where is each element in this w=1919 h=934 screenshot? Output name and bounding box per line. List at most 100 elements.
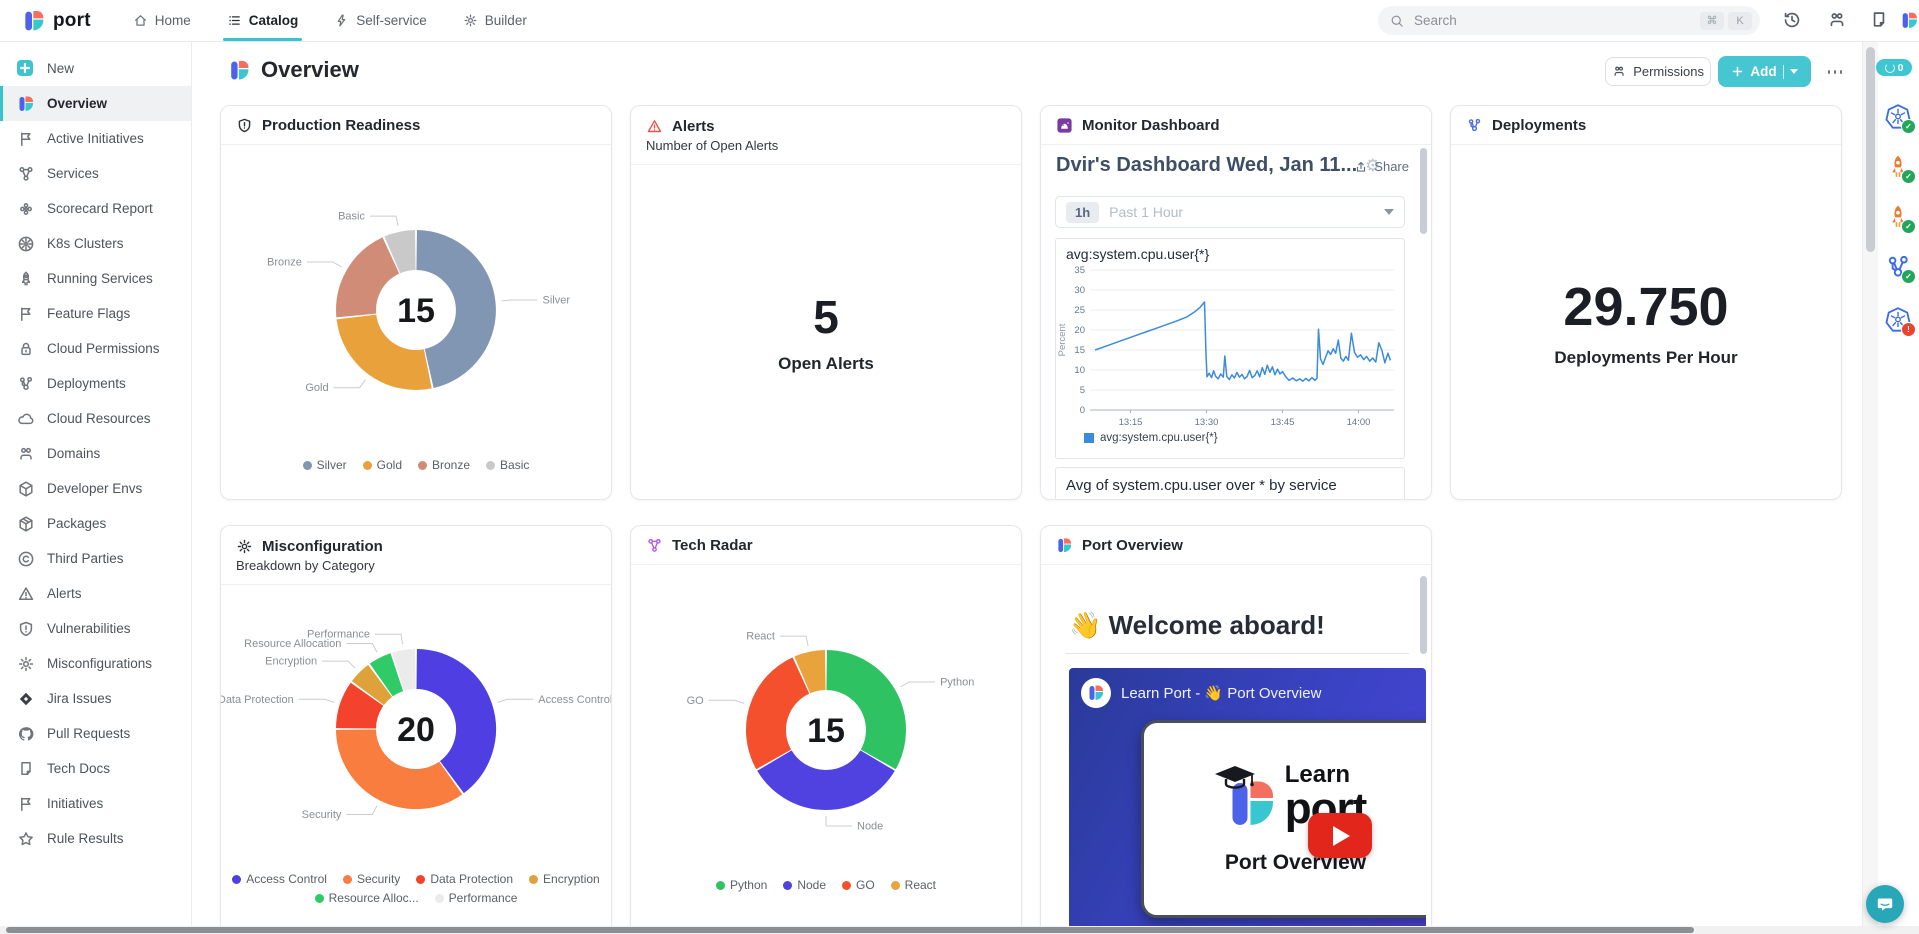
sidebar-item-running-services[interactable]: Running Services xyxy=(0,261,191,296)
sidebar-item-new[interactable]: New xyxy=(0,51,191,86)
time-range-label: Past 1 Hour xyxy=(1109,204,1184,220)
sidebar-item-label: Tech Docs xyxy=(47,761,111,776)
legend-item[interactable]: Python xyxy=(715,878,767,892)
youtube-video-embed[interactable]: Learn Port - 👋 Port Overview xyxy=(1069,668,1426,934)
flag-icon xyxy=(17,130,35,148)
search-input[interactable] xyxy=(1412,12,1696,29)
sidebar-item-label: Third Parties xyxy=(47,551,124,566)
card-title: Production Readiness xyxy=(262,116,421,134)
sidebar-item-misconfigurations[interactable]: Misconfigurations xyxy=(0,646,191,681)
permissions-button[interactable]: Permissions xyxy=(1605,57,1711,86)
legend-item[interactable]: Access Control xyxy=(232,872,327,886)
nav-item-catalog[interactable]: Catalog xyxy=(222,0,302,41)
package-icon xyxy=(17,515,35,533)
sidebar-item-vulnerabilities[interactable]: Vulnerabilities xyxy=(0,611,191,646)
legend-item[interactable]: Performance xyxy=(434,891,517,905)
svg-text:Basic: Basic xyxy=(338,211,365,223)
users-icon[interactable] xyxy=(1827,10,1847,30)
rail-count-badge[interactable]: 0 xyxy=(1876,59,1912,76)
nav-item-builder[interactable]: Builder xyxy=(463,0,527,41)
play-button[interactable] xyxy=(1307,813,1372,859)
svg-text:Percent: Percent xyxy=(1057,323,1068,356)
sidebar-item-label: Active Initiatives xyxy=(47,131,144,146)
port-account-icon[interactable] xyxy=(1900,11,1919,30)
sidebar-item-deployments[interactable]: Deployments xyxy=(0,366,191,401)
legend-item[interactable]: Node xyxy=(783,878,826,892)
sidebar-item-pull-requests[interactable]: Pull Requests xyxy=(0,716,191,751)
docs-icon[interactable] xyxy=(1869,10,1889,30)
sidebar-item-label: Domains xyxy=(47,446,101,461)
legend-item[interactable]: Silver xyxy=(302,458,347,472)
card-scrollbar-thumb[interactable] xyxy=(1420,576,1427,654)
bolt-icon xyxy=(334,13,349,28)
svg-text:20: 20 xyxy=(397,711,435,749)
legend-item[interactable]: Bronze xyxy=(418,458,470,472)
nav-item-home[interactable]: Home xyxy=(133,0,191,41)
svg-text:10: 10 xyxy=(1074,365,1085,376)
chat-launcher-button[interactable] xyxy=(1866,885,1904,923)
sidebar-item-third-parties[interactable]: Third Parties xyxy=(0,541,191,576)
sidebar-item-developer-envs[interactable]: Developer Envs xyxy=(0,471,191,506)
sidebar-item-jira-issues[interactable]: Jira Issues xyxy=(0,681,191,716)
port-brand[interactable]: port xyxy=(22,9,91,33)
sidebar-item-k8s-clusters[interactable]: K8s Clusters xyxy=(0,226,191,261)
sidebar-item-domains[interactable]: Domains xyxy=(0,436,191,471)
svg-text:Access Control: Access Control xyxy=(538,694,611,706)
nav-item-self-service[interactable]: Self-service xyxy=(334,0,427,41)
card-title: Port Overview xyxy=(1082,536,1183,554)
widget-board: Production Readiness Silver Gold Bronze Bas… xyxy=(220,105,1842,934)
card-title: Tech Radar xyxy=(672,536,753,554)
dashboard-gear-icon[interactable]: ⚙ xyxy=(1365,155,1381,175)
entity-deploy-entity[interactable]: ✓ xyxy=(1884,253,1916,284)
legend-item[interactable]: Encryption xyxy=(529,872,600,886)
sidebar-item-label: Vulnerabilities xyxy=(47,621,131,636)
cpu-line-chart: 0 5 10 15 20 25 30 35 13:15 13:30 13:45 14:00 Percen… xyxy=(1057,265,1394,428)
sidebar-item-label: Feature Flags xyxy=(47,306,131,321)
sidebar-item-rule-results[interactable]: Rule Results xyxy=(0,821,191,856)
port-icon xyxy=(17,95,35,113)
sidebar-item-overview[interactable]: Overview xyxy=(0,86,191,121)
sidebar-item-cloud-resources[interactable]: Cloud Resources xyxy=(0,401,191,436)
more-button[interactable] xyxy=(1822,64,1848,80)
sidebar-item-alerts[interactable]: Alerts xyxy=(0,576,191,611)
card-title: Deployments xyxy=(1492,116,1587,134)
sidebar-item-initiatives[interactable]: Initiatives xyxy=(0,786,191,821)
entity-rocket-entity[interactable]: ✓ xyxy=(1884,153,1916,184)
card-misconfiguration: Misconfiguration Breakdown by Category A… xyxy=(220,525,612,934)
legend-item[interactable]: Data Protection xyxy=(416,872,513,886)
history-icon[interactable] xyxy=(1782,10,1802,30)
sidebar-item-packages[interactable]: Packages xyxy=(0,506,191,541)
entity-k8s-entity[interactable]: ✓ xyxy=(1884,103,1916,134)
port-avatar xyxy=(1081,678,1111,708)
open-alerts-label: Open Alerts xyxy=(778,353,874,373)
sidebar-item-scorecard-report[interactable]: Scorecard Report xyxy=(0,191,191,226)
sidebar-item-label: Misconfigurations xyxy=(47,656,153,671)
share-button[interactable]: Share xyxy=(1354,159,1409,174)
sidebar-item-feature-flags[interactable]: Feature Flags xyxy=(0,296,191,331)
card-scrollbar-thumb[interactable] xyxy=(1420,148,1427,234)
horizontal-scrollbar[interactable] xyxy=(0,926,1919,934)
dashboard-title[interactable]: Dvir's Dashboard Wed, Jan 11... ⚙ xyxy=(1056,154,1381,176)
sidebar-item-tech-docs[interactable]: Tech Docs xyxy=(0,751,191,786)
flag-icon xyxy=(17,795,35,813)
global-search[interactable]: ⌘ K xyxy=(1378,6,1760,35)
sidebar-item-active-initiatives[interactable]: Active Initiatives xyxy=(0,121,191,156)
legend-item[interactable]: Basic xyxy=(486,458,529,472)
cmd-keycap: ⌘ xyxy=(1700,11,1724,30)
sidebar-item-services[interactable]: Services xyxy=(0,156,191,191)
legend-item[interactable]: React xyxy=(890,878,936,892)
gear-icon xyxy=(463,13,478,28)
legend-item[interactable]: Resource Alloc... xyxy=(314,891,419,905)
legend-item[interactable]: Gold xyxy=(362,458,402,472)
entity-k8s-entity[interactable]: ! xyxy=(1884,306,1916,337)
sidebar-item-cloud-permissions[interactable]: Cloud Permissions xyxy=(0,331,191,366)
vertical-scrollbar-thumb[interactable] xyxy=(1866,47,1875,252)
horizontal-scrollbar-thumb[interactable] xyxy=(6,927,1694,933)
time-range-select[interactable]: 1h Past 1 Hour xyxy=(1055,196,1405,228)
doc-icon xyxy=(17,760,35,778)
legend-item[interactable]: Security xyxy=(342,872,400,886)
legend-item[interactable]: GO xyxy=(842,878,875,892)
add-button[interactable]: Add xyxy=(1718,56,1811,87)
entity-rocket-entity[interactable]: ✓ xyxy=(1884,203,1916,234)
